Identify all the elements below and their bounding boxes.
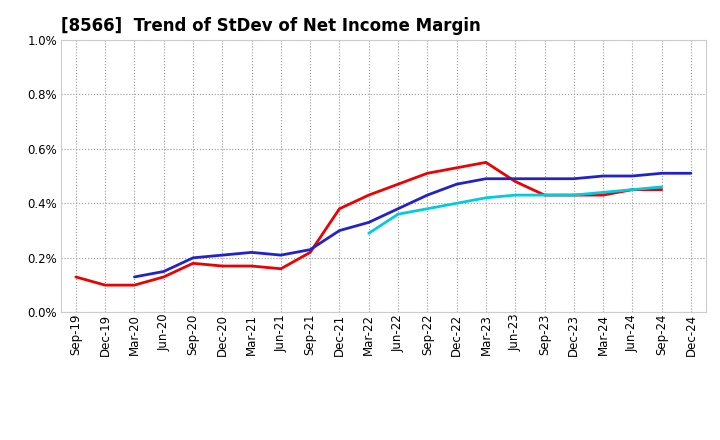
3 Years: [452, 165, 461, 170]
3 Years: [540, 192, 549, 198]
7 Years: [657, 184, 666, 190]
3 Years: [599, 192, 608, 198]
3 Years: [364, 192, 373, 198]
Line: 3 Years: 3 Years: [76, 162, 662, 285]
5 Years: [189, 255, 197, 260]
5 Years: [306, 247, 315, 252]
5 Years: [657, 171, 666, 176]
5 Years: [511, 176, 520, 181]
5 Years: [218, 253, 227, 258]
7 Years: [394, 212, 402, 217]
Line: 5 Years: 5 Years: [135, 173, 691, 277]
7 Years: [540, 192, 549, 198]
5 Years: [335, 228, 343, 233]
5 Years: [394, 206, 402, 211]
3 Years: [306, 250, 315, 255]
5 Years: [423, 192, 432, 198]
5 Years: [276, 253, 285, 258]
5 Years: [452, 182, 461, 187]
3 Years: [276, 266, 285, 271]
7 Years: [452, 201, 461, 206]
3 Years: [394, 182, 402, 187]
3 Years: [71, 274, 80, 279]
3 Years: [159, 274, 168, 279]
3 Years: [482, 160, 490, 165]
3 Years: [247, 264, 256, 269]
3 Years: [218, 264, 227, 269]
7 Years: [423, 206, 432, 211]
Line: 7 Years: 7 Years: [369, 187, 662, 233]
5 Years: [482, 176, 490, 181]
7 Years: [599, 190, 608, 195]
5 Years: [540, 176, 549, 181]
7 Years: [570, 192, 578, 198]
5 Years: [159, 269, 168, 274]
7 Years: [628, 187, 636, 192]
5 Years: [364, 220, 373, 225]
3 Years: [511, 179, 520, 184]
3 Years: [657, 187, 666, 192]
5 Years: [130, 274, 139, 279]
7 Years: [511, 192, 520, 198]
7 Years: [364, 231, 373, 236]
5 Years: [687, 171, 696, 176]
5 Years: [247, 250, 256, 255]
3 Years: [423, 171, 432, 176]
3 Years: [189, 260, 197, 266]
3 Years: [130, 282, 139, 288]
Text: [8566]  Trend of StDev of Net Income Margin: [8566] Trend of StDev of Net Income Marg…: [61, 17, 481, 35]
3 Years: [628, 187, 636, 192]
7 Years: [482, 195, 490, 201]
Legend: 3 Years, 5 Years, 7 Years, 10 Years: 3 Years, 5 Years, 7 Years, 10 Years: [184, 433, 583, 440]
5 Years: [570, 176, 578, 181]
3 Years: [570, 192, 578, 198]
3 Years: [335, 206, 343, 211]
5 Years: [599, 173, 608, 179]
3 Years: [101, 282, 109, 288]
5 Years: [628, 173, 636, 179]
